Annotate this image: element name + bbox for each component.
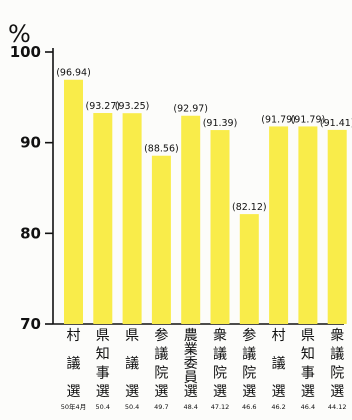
y-unit-label: % (8, 20, 31, 48)
category-char: 院 (154, 365, 168, 381)
category-char: 選 (213, 384, 227, 400)
category-char: 議 (242, 346, 256, 363)
y-tick-label: 80 (20, 224, 41, 242)
bar (269, 126, 289, 324)
date-label: 46.4 (301, 403, 315, 411)
data-label: (91.79) (261, 114, 296, 125)
date-label: 46.2 (271, 403, 285, 411)
bar (298, 126, 318, 324)
category-label: 県議選 (125, 328, 139, 400)
category-char: 選 (272, 384, 286, 400)
category-char: 委 (184, 356, 198, 372)
data-label: (91.41) (320, 118, 352, 129)
date-label: 50.4 (96, 403, 110, 411)
bar (93, 113, 113, 324)
category-char: 村 (272, 328, 286, 344)
bar (239, 214, 259, 324)
data-label: (91.39) (203, 118, 238, 129)
bar (181, 115, 201, 324)
date-label: 47.12 (211, 403, 230, 411)
bar (210, 130, 230, 324)
bar (327, 129, 347, 324)
category-char: 参 (242, 327, 256, 344)
category-char: 村 (67, 328, 81, 344)
data-label: (82.12) (232, 202, 267, 213)
category-char: 院 (330, 365, 344, 381)
date-label: 48.4 (183, 403, 197, 411)
y-tick-label: 70 (20, 315, 41, 333)
category-char: 議 (330, 346, 344, 363)
category-char: 農 (184, 328, 198, 344)
category-label: 村議選 (272, 328, 286, 400)
date-label: 49.7 (154, 403, 168, 411)
category-char: 議 (67, 355, 81, 372)
date-label: 44.12 (328, 403, 347, 411)
category-char: 選 (154, 384, 168, 400)
category-char: 院 (242, 365, 256, 381)
data-label: (93.27) (85, 101, 120, 112)
category-char: 院 (213, 365, 227, 381)
category-char: 選 (330, 384, 344, 400)
category-char: 業 (184, 342, 198, 358)
y-tick-label: 90 (20, 134, 41, 152)
category-char: 衆 (213, 328, 227, 344)
category-char: 議 (154, 346, 168, 363)
data-label: (93.25) (115, 101, 150, 112)
category-char: 衆 (330, 328, 344, 344)
category-char: 事 (96, 365, 110, 381)
category-char: 事 (301, 365, 315, 381)
category-char: 県 (125, 328, 139, 344)
category-char: 県 (96, 328, 110, 344)
date-label: 50年4月 (61, 402, 86, 411)
y-tick-label: 100 (10, 43, 41, 61)
category-char: 選 (301, 384, 315, 400)
category-char: 議 (213, 346, 227, 363)
category-char: 選 (96, 384, 110, 400)
category-char: 議 (272, 355, 286, 372)
category-char: 参 (154, 327, 168, 344)
data-label: (91.79) (291, 114, 326, 125)
category-char: 知 (96, 346, 110, 363)
category-char: 選 (242, 384, 256, 400)
category-char: 県 (301, 328, 315, 344)
category-char: 選 (67, 384, 81, 400)
category-char: 員 (184, 370, 198, 386)
data-label: (92.97) (173, 104, 208, 115)
date-label: 50.4 (125, 403, 139, 411)
category-char: 知 (301, 346, 315, 363)
category-char: 選 (184, 384, 198, 400)
data-label: (88.56) (144, 144, 179, 155)
bar (64, 79, 83, 324)
category-char: 選 (125, 384, 139, 400)
date-label: 46.6 (242, 403, 256, 411)
category-label: 村議選 (67, 328, 81, 400)
bar (151, 155, 171, 324)
bar (122, 113, 142, 324)
data-label: (96.94) (56, 68, 91, 79)
category-char: 議 (125, 355, 139, 372)
